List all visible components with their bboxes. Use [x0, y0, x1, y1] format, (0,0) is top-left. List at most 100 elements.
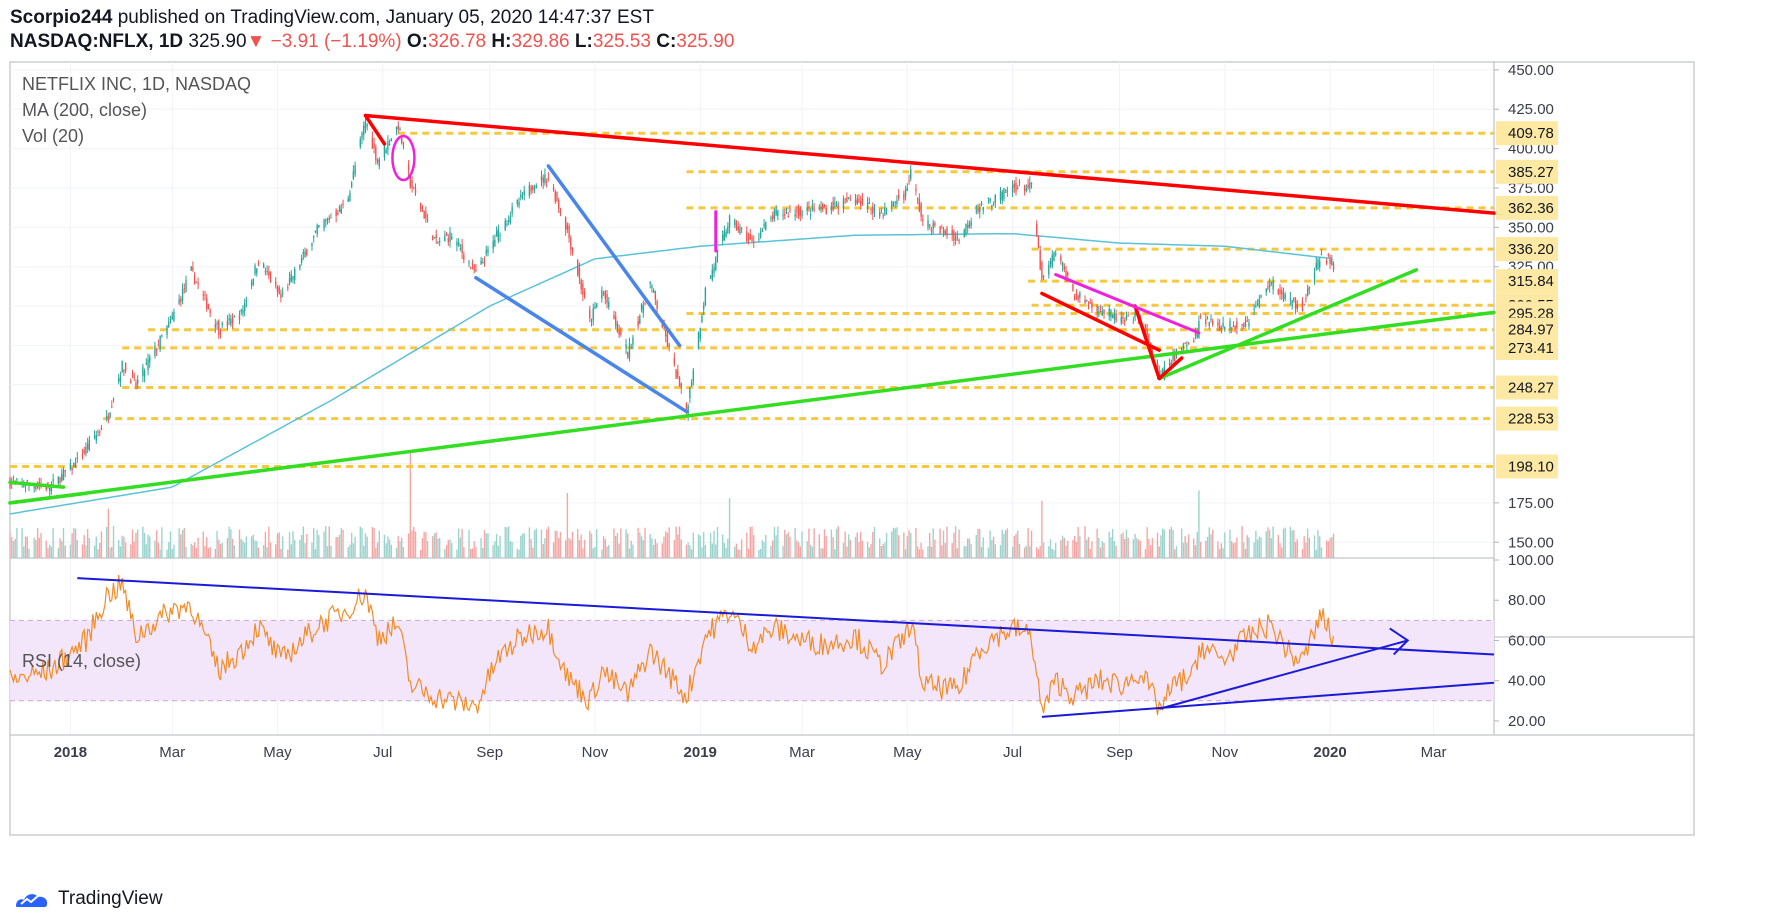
candle-body — [485, 250, 487, 255]
candle-body — [145, 363, 148, 365]
volume-bar — [395, 547, 398, 558]
volume-bar — [233, 545, 236, 558]
time-tick-label: Jul — [1003, 744, 1022, 761]
volume-bar — [23, 546, 25, 558]
candle-body — [644, 303, 646, 305]
volume-bar — [1065, 545, 1067, 558]
volume-bar — [763, 542, 765, 558]
volume-bar — [999, 545, 1002, 558]
candle-body — [387, 141, 389, 150]
time-tick-label: Mar — [1421, 744, 1447, 761]
candle-body — [323, 220, 325, 229]
candle-body — [256, 268, 258, 274]
volume-bar — [76, 539, 78, 558]
volume-bar — [920, 542, 922, 558]
candle-body — [651, 286, 653, 288]
volume-bar — [794, 528, 796, 558]
candle-body — [903, 194, 905, 200]
volume-bar — [451, 543, 453, 558]
candle-body — [953, 231, 955, 241]
rsi-tick-label: 100.00 — [1508, 552, 1554, 569]
candle-body — [1041, 262, 1043, 280]
candle-body — [578, 267, 581, 279]
candle-body — [716, 250, 719, 258]
candle-body — [685, 403, 688, 412]
volume-bar — [86, 529, 89, 558]
candle-body — [571, 247, 574, 253]
volume-bar — [62, 528, 65, 558]
rsi-line — [9, 574, 1495, 718]
volume-bar — [799, 546, 802, 558]
candle-body — [1027, 184, 1029, 188]
volume-bar — [1317, 530, 1319, 558]
volume-bar — [1122, 532, 1124, 558]
rsi-axis[interactable]: 20.00 40.00 60.00 80.00 100.00 — [1494, 552, 1554, 730]
volume-bar — [1248, 537, 1250, 558]
candle-body — [1174, 353, 1176, 361]
candle-body — [468, 262, 470, 264]
volume-bar — [842, 542, 845, 558]
volume-bar — [449, 539, 451, 558]
author-name[interactable]: Scorpio244 — [10, 7, 113, 28]
volume-bar — [409, 451, 412, 558]
candle-body — [314, 230, 317, 232]
volume-bar — [275, 544, 277, 558]
candle-body — [1018, 181, 1021, 183]
support-line — [8, 480, 66, 489]
time-axis[interactable]: 2018 Mar May Jul Sep Nov 2019 Mar May Jul Sep Nov 20… — [54, 744, 1447, 761]
candle-body — [457, 241, 460, 247]
candle-body — [119, 376, 122, 381]
volume-bar — [665, 531, 667, 558]
price-chart[interactable]: 150.00175.00325.00350.00375.00400.00425.… — [0, 0, 1782, 880]
volume-bar — [1077, 527, 1079, 558]
candle-body — [861, 198, 864, 204]
volume-bar — [787, 532, 789, 558]
tradingview-footer[interactable]: TradingView — [12, 888, 163, 910]
volume-bar — [1003, 533, 1005, 558]
candle-body — [142, 366, 144, 377]
candle-body — [1029, 182, 1031, 189]
volume-bar — [130, 544, 132, 558]
volume-bar — [468, 529, 470, 558]
candle-body — [111, 406, 113, 408]
volume-bar — [438, 537, 441, 558]
candle-body — [318, 225, 320, 228]
volume-bar — [1091, 541, 1093, 558]
price-axis[interactable]: 150.00175.00325.00350.00375.00400.00425.… — [1494, 62, 1558, 551]
volume-bar — [916, 546, 919, 558]
volume-bar — [570, 539, 572, 558]
candle-body — [1272, 280, 1274, 290]
candle-body — [1220, 327, 1223, 331]
volume-bar — [511, 541, 513, 558]
candle-body — [1265, 288, 1267, 293]
volume-bar — [1099, 547, 1102, 558]
volume-bar — [383, 534, 386, 558]
price-level-label: 409.78 — [1508, 125, 1554, 142]
volume-bar — [1063, 537, 1066, 558]
volume-bar — [109, 547, 111, 558]
candle-body — [701, 315, 703, 322]
candle-body — [625, 344, 627, 349]
volume-bar — [1305, 542, 1307, 558]
volume-bar — [540, 529, 543, 558]
candle-body — [916, 198, 919, 200]
volume-bar — [371, 527, 374, 558]
candle-body — [856, 198, 858, 205]
volume-bar — [1087, 537, 1090, 558]
volume-bar — [1224, 532, 1226, 558]
rsi-trend-line — [1158, 639, 1408, 710]
candle-body — [794, 214, 796, 217]
candle-body — [568, 225, 570, 239]
volume-bar — [941, 545, 943, 558]
volume-bar — [99, 543, 101, 558]
candle-body — [1244, 319, 1247, 327]
candle-body — [975, 210, 978, 212]
volume-bar — [154, 540, 156, 558]
volume-bar — [131, 529, 134, 558]
candle-body — [287, 287, 289, 289]
candle-body — [1013, 183, 1015, 188]
candle-body — [951, 229, 953, 236]
volume-bar — [173, 544, 175, 558]
volume-bar — [1136, 538, 1138, 558]
volume-bar — [437, 538, 439, 558]
